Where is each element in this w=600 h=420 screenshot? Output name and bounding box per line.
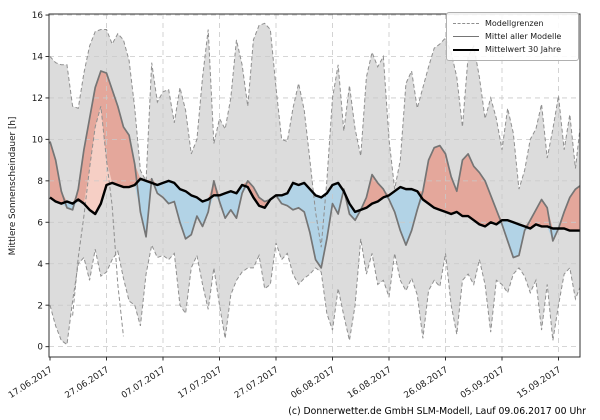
mittelwert30-line-sample [453,48,479,51]
y-tick-label: 10 [32,135,44,145]
y-tick-label: 8 [37,177,43,187]
plot-border [48,13,581,358]
above-normal-area [50,70,580,231]
legend-item: Mittelwert 30 Jahre [453,43,572,56]
plot-area [50,23,580,345]
y-tick-label: 16 [32,11,44,21]
y-tick-label: 6 [37,218,43,228]
legend-item: Mittel aller Modelle [453,30,572,43]
y-tick-label: 14 [32,53,44,63]
modellmittel-line-sample [453,36,479,37]
legend-label: Modellgrenzen [485,19,544,28]
y-tick-label: 2 [37,301,43,311]
legend-label: Mittelwert 30 Jahre [485,45,562,54]
chart-legend: Modellgrenzen Mittel aller Modelle Mitte… [446,12,579,61]
climate-mean-line [49,177,580,232]
inner-bound-line [72,106,124,337]
gridlines [49,14,580,357]
y-axis: 0 2 4 6 8 10 12 14 16 [32,11,49,353]
copyright-credit: (c) Donnerwetter.de GmbH SLM-Modell, Lau… [288,406,586,417]
lower-bound-line [49,238,580,346]
legend-item: Modellgrenzen [453,17,572,30]
modellgrenzen-line-sample [453,23,479,24]
y-tick-label: 4 [37,260,43,270]
y-tick-label: 0 [37,343,43,353]
series-lines [49,22,580,346]
legend-label: Mittel aller Modelle [485,32,562,41]
y-tick-label: 12 [32,94,43,104]
model-band-area [50,23,580,345]
upper-bound-line [49,22,580,248]
above-normal-light-area [72,106,124,214]
below-normal-area [50,178,580,268]
y-axis-label: Mittlere Sonnenscheindauer [h] [8,116,18,256]
model-mean-line [49,70,580,269]
